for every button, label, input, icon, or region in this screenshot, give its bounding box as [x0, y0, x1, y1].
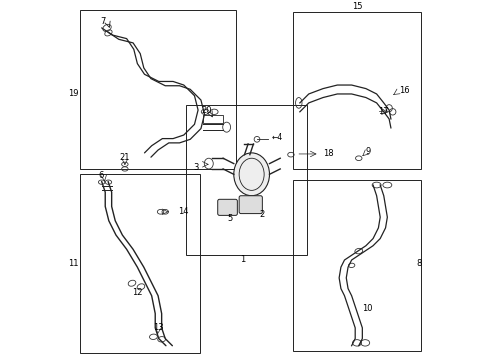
FancyBboxPatch shape [239, 196, 262, 213]
Text: 18: 18 [323, 149, 333, 158]
Text: 9: 9 [365, 147, 370, 156]
Text: 16: 16 [398, 86, 408, 95]
Text: 15: 15 [351, 2, 362, 11]
Ellipse shape [233, 153, 269, 196]
Bar [292, 12, 420, 169]
Text: 20: 20 [202, 106, 212, 115]
Text: 2: 2 [259, 210, 264, 219]
Text: 3: 3 [193, 163, 199, 172]
FancyBboxPatch shape [217, 199, 237, 215]
Text: 5: 5 [227, 214, 232, 223]
Text: ←4: ←4 [271, 133, 282, 142]
Text: 21: 21 [120, 153, 130, 162]
Text: 10: 10 [362, 304, 372, 313]
Text: 17: 17 [378, 107, 388, 116]
Text: 11: 11 [68, 259, 78, 268]
Text: 19: 19 [68, 90, 78, 99]
Bar [185, 105, 306, 255]
Text: 7: 7 [100, 17, 105, 26]
Text: 13: 13 [152, 323, 163, 332]
Text: 8: 8 [416, 259, 421, 268]
Bar [80, 174, 200, 353]
Bar [80, 10, 235, 169]
Text: 12: 12 [132, 288, 142, 297]
Text: 1: 1 [240, 255, 245, 264]
Text: 6: 6 [98, 171, 103, 180]
Text: 14: 14 [178, 207, 188, 216]
Bar [292, 180, 420, 351]
Bar [203, 116, 223, 122]
